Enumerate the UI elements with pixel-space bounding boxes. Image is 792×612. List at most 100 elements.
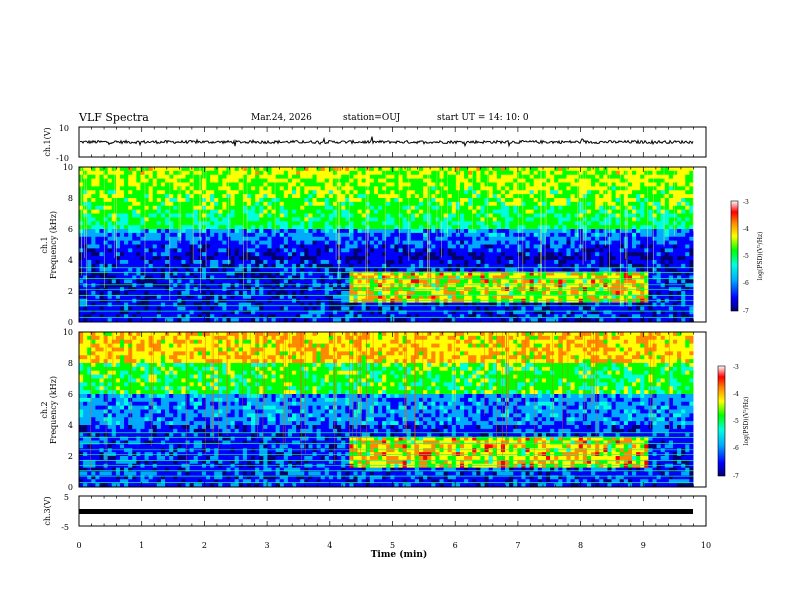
spectrogram-cell: [210, 179, 215, 183]
spectrogram-cell: [566, 291, 571, 295]
spectrogram-cell: [485, 210, 490, 214]
spectrogram-cell: [554, 210, 559, 214]
spectrogram-cell: [689, 276, 694, 280]
spectrogram-cell: [509, 206, 514, 210]
spectrogram-cell: [321, 171, 326, 175]
spectrogram-cell: [272, 241, 277, 245]
spectrogram-cell: [300, 225, 305, 229]
spectrogram-cell: [349, 217, 354, 221]
spectrogram-cell: [378, 206, 383, 210]
spectrogram-cell: [206, 210, 211, 214]
spectrogram-cell: [566, 198, 571, 202]
spectrogram-cell: [165, 256, 170, 260]
spectrogram-cell: [222, 206, 227, 210]
spectrogram-cell: [456, 256, 461, 260]
spectrogram-cell: [452, 233, 457, 237]
spectrogram-cell: [288, 175, 293, 179]
spectrogram-cell: [542, 248, 547, 252]
spectrogram-cell: [554, 291, 559, 295]
spectrogram-cell: [521, 245, 526, 249]
spectrogram-cell: [591, 221, 596, 225]
spectrogram-cell: [358, 214, 363, 218]
spectrogram-cell: [448, 256, 453, 260]
spectrogram-cell: [452, 229, 457, 233]
spectrogram-cell: [349, 233, 354, 237]
spectrogram-cell: [362, 268, 367, 272]
spectrogram-cell: [124, 194, 129, 198]
spectrogram-cell: [206, 283, 211, 287]
spectrogram-cell: [79, 210, 84, 214]
spectrogram-cell: [124, 167, 129, 171]
spectrogram-cell: [562, 217, 567, 221]
spectrogram-cell: [284, 221, 289, 225]
spectrogram-cell: [255, 214, 260, 218]
spectrogram-cell: [91, 283, 96, 287]
spectrogram-cell: [276, 233, 281, 237]
spectrogram-cell: [673, 179, 678, 183]
spectrogram-cell: [394, 217, 399, 221]
spectrogram-cell: [304, 237, 309, 241]
spectrogram-cell: [542, 198, 547, 202]
spectrogram-cell: [399, 179, 404, 183]
spectrogram-cell: [157, 214, 162, 218]
spectrogram-cell: [370, 260, 375, 264]
spectrogram-cell: [616, 245, 621, 249]
spectrogram-cell: [108, 217, 113, 221]
spectrogram-cell: [353, 233, 358, 237]
spectrogram-cell: [665, 190, 670, 194]
spectrogram-cell: [394, 283, 399, 287]
spectrogram-cell: [526, 194, 531, 198]
spectrogram-cell: [136, 241, 141, 245]
spectrogram-cell: [485, 291, 490, 295]
spectrogram-cell: [288, 268, 293, 272]
spectrogram-cell: [206, 217, 211, 221]
spectrogram-cell: [550, 206, 555, 210]
spectrogram-cell: [370, 245, 375, 249]
spectrogram-cell: [526, 279, 531, 283]
spectrogram-cell: [448, 225, 453, 229]
spectrogram-cell: [399, 194, 404, 198]
spectrogram-cell: [583, 279, 588, 283]
spectrogram-cell: [587, 194, 592, 198]
spectrogram-cell: [198, 206, 203, 210]
spectrogram-cell: [399, 175, 404, 179]
spectrogram-cell: [325, 256, 330, 260]
spectrogram-cell: [587, 283, 592, 287]
spectrogram-cell: [210, 221, 215, 225]
spectrogram-cell: [485, 229, 490, 233]
spectrogram-cell: [214, 210, 219, 214]
spectrogram-cell: [411, 194, 416, 198]
spectrogram-cell: [411, 252, 416, 256]
spectrogram-cell: [149, 268, 154, 272]
spectrogram-cell: [140, 190, 145, 194]
spectrogram-cell: [673, 217, 678, 221]
spectrogram-cell: [128, 276, 133, 280]
spectrogram-cell: [493, 291, 498, 295]
spectrogram-cell: [472, 194, 477, 198]
spectrogram-cell: [136, 276, 141, 280]
spectrogram-cell: [583, 214, 588, 218]
spectrogram-cell: [194, 256, 199, 260]
spectrogram-cell: [312, 167, 317, 171]
spectrogram-cell: [87, 229, 92, 233]
spectrogram-cell: [214, 183, 219, 187]
spectrogram-cell: [534, 260, 539, 264]
spectrogram-cell: [579, 190, 584, 194]
spectrogram-cell: [140, 241, 145, 245]
spectrogram-cell: [534, 167, 539, 171]
spectrogram-cell: [231, 206, 236, 210]
spectrogram-cell: [587, 202, 592, 206]
spectrogram-cell: [304, 260, 309, 264]
spectrogram-cell: [460, 233, 465, 237]
spectrogram-cell: [415, 186, 420, 190]
spectrogram-cell: [546, 233, 551, 237]
spectrogram-cell: [308, 214, 313, 218]
spectrogram-cell: [468, 183, 473, 187]
spectrogram-cell: [95, 179, 100, 183]
spectrogram-cell: [562, 268, 567, 272]
spectrogram-cell: [480, 171, 485, 175]
spectrogram-cell: [235, 175, 240, 179]
spectrogram-cell: [153, 291, 158, 295]
spectrogram-cell: [468, 237, 473, 241]
spectrogram-cell: [329, 241, 334, 245]
